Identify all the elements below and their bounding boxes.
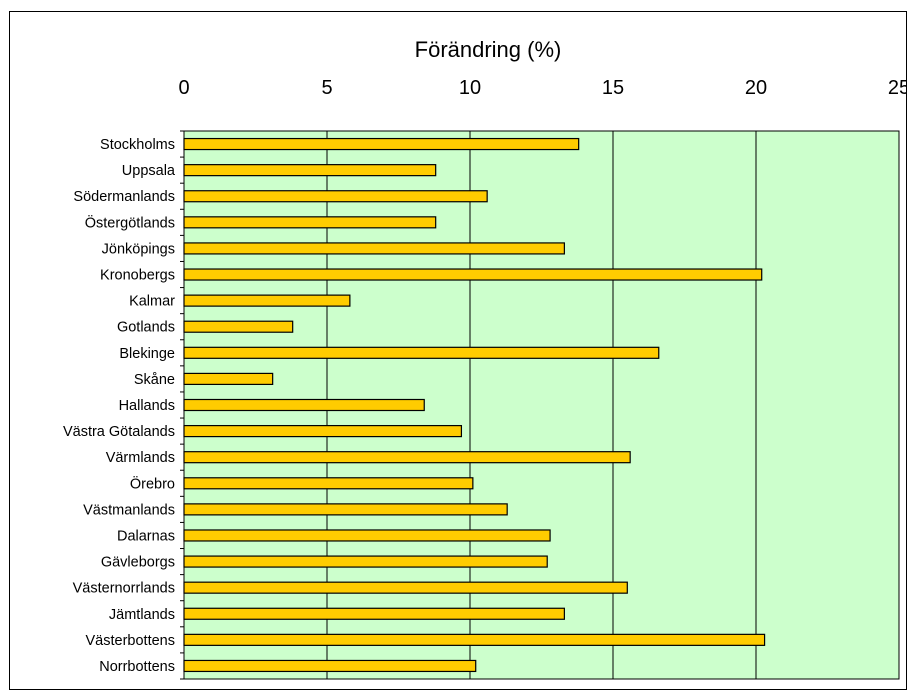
chart-svg: Stockholms Uppsala Södermanlands Östergötla… — [63, 37, 906, 680]
category-label: Jönköpings — [102, 241, 175, 257]
bar — [183, 424, 463, 438]
bar — [183, 477, 474, 490]
bar — [183, 607, 565, 620]
category-label: Hallands — [119, 398, 175, 414]
bar — [183, 137, 580, 151]
category-label: Gotlands — [117, 320, 175, 336]
bar — [183, 659, 477, 673]
bar — [183, 633, 766, 646]
bar — [183, 503, 508, 516]
bar — [183, 346, 660, 359]
x-tick-labels: 0 5 10 15 20 25 — [178, 77, 906, 99]
category-label: Västmanlands — [83, 502, 175, 518]
bar — [183, 398, 425, 412]
bar — [183, 555, 548, 568]
category-label: Stockholms — [100, 137, 175, 153]
category-label: Västernorrlands — [73, 581, 175, 597]
x-tick-label: 0 — [178, 77, 189, 99]
category-label: Uppsala — [122, 163, 176, 179]
bar — [183, 190, 488, 203]
bar — [183, 581, 628, 594]
bar — [183, 372, 274, 386]
bar — [183, 216, 437, 229]
category-label: Gävleborgs — [101, 555, 175, 571]
x-tick-label: 20 — [745, 77, 767, 99]
category-label: Västerbottens — [86, 633, 175, 649]
x-tick-label: 10 — [459, 77, 481, 99]
chart-frame: Stockholms Uppsala Södermanlands Östergötla… — [9, 11, 907, 690]
x-tick-label: 15 — [602, 77, 624, 99]
category-labels: Stockholms Uppsala Södermanlands Östergötla… — [63, 137, 176, 675]
bar — [183, 451, 631, 464]
category-label: Östergötlands — [85, 213, 175, 231]
category-label: Värmlands — [106, 450, 175, 466]
bar — [183, 242, 565, 255]
category-label: Dalarnas — [117, 528, 175, 544]
category-label: Södermanlands — [73, 189, 175, 205]
category-label: Norrbottens — [99, 659, 175, 675]
x-tick-label: 25 — [888, 77, 906, 99]
category-label: Örebro — [130, 474, 175, 492]
category-label: Västra Götalands — [63, 424, 175, 440]
x-axis-title: Förändring (%) — [415, 37, 562, 62]
category-label: Kalmar — [129, 294, 175, 310]
bar — [183, 164, 437, 177]
bar — [183, 294, 351, 307]
bar — [183, 529, 551, 542]
bar — [183, 320, 294, 333]
category-label: Jämtlands — [109, 607, 175, 623]
category-label: Blekinge — [119, 346, 175, 362]
x-tick-label: 5 — [321, 77, 332, 99]
bars — [183, 137, 766, 673]
category-label: Kronobergs — [100, 268, 175, 284]
bar — [183, 268, 763, 281]
category-label: Skåne — [134, 372, 175, 388]
